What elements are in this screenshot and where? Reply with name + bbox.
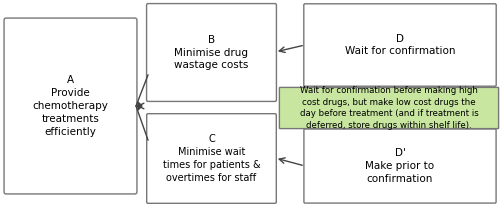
FancyBboxPatch shape [146, 4, 276, 102]
FancyBboxPatch shape [146, 114, 276, 203]
Text: C
Minimise wait
times for patients &
overtimes for staff: C Minimise wait times for patients & ove… [162, 134, 260, 183]
Text: A
Provide
chemotherapy
treatments
efficiently: A Provide chemotherapy treatments effici… [32, 76, 108, 137]
Text: D
Wait for confirmation: D Wait for confirmation [345, 34, 455, 56]
FancyBboxPatch shape [280, 87, 498, 129]
Text: D'
Make prior to
confirmation: D' Make prior to confirmation [366, 148, 434, 184]
Text: B
Minimise drug
wastage costs: B Minimise drug wastage costs [174, 35, 248, 70]
FancyBboxPatch shape [304, 4, 496, 86]
Polygon shape [138, 106, 142, 110]
FancyBboxPatch shape [4, 18, 137, 194]
Polygon shape [138, 102, 142, 106]
Text: Wait for confirmation before making high
cost drugs, but make low cost drugs the: Wait for confirmation before making high… [300, 86, 478, 130]
FancyBboxPatch shape [304, 129, 496, 203]
